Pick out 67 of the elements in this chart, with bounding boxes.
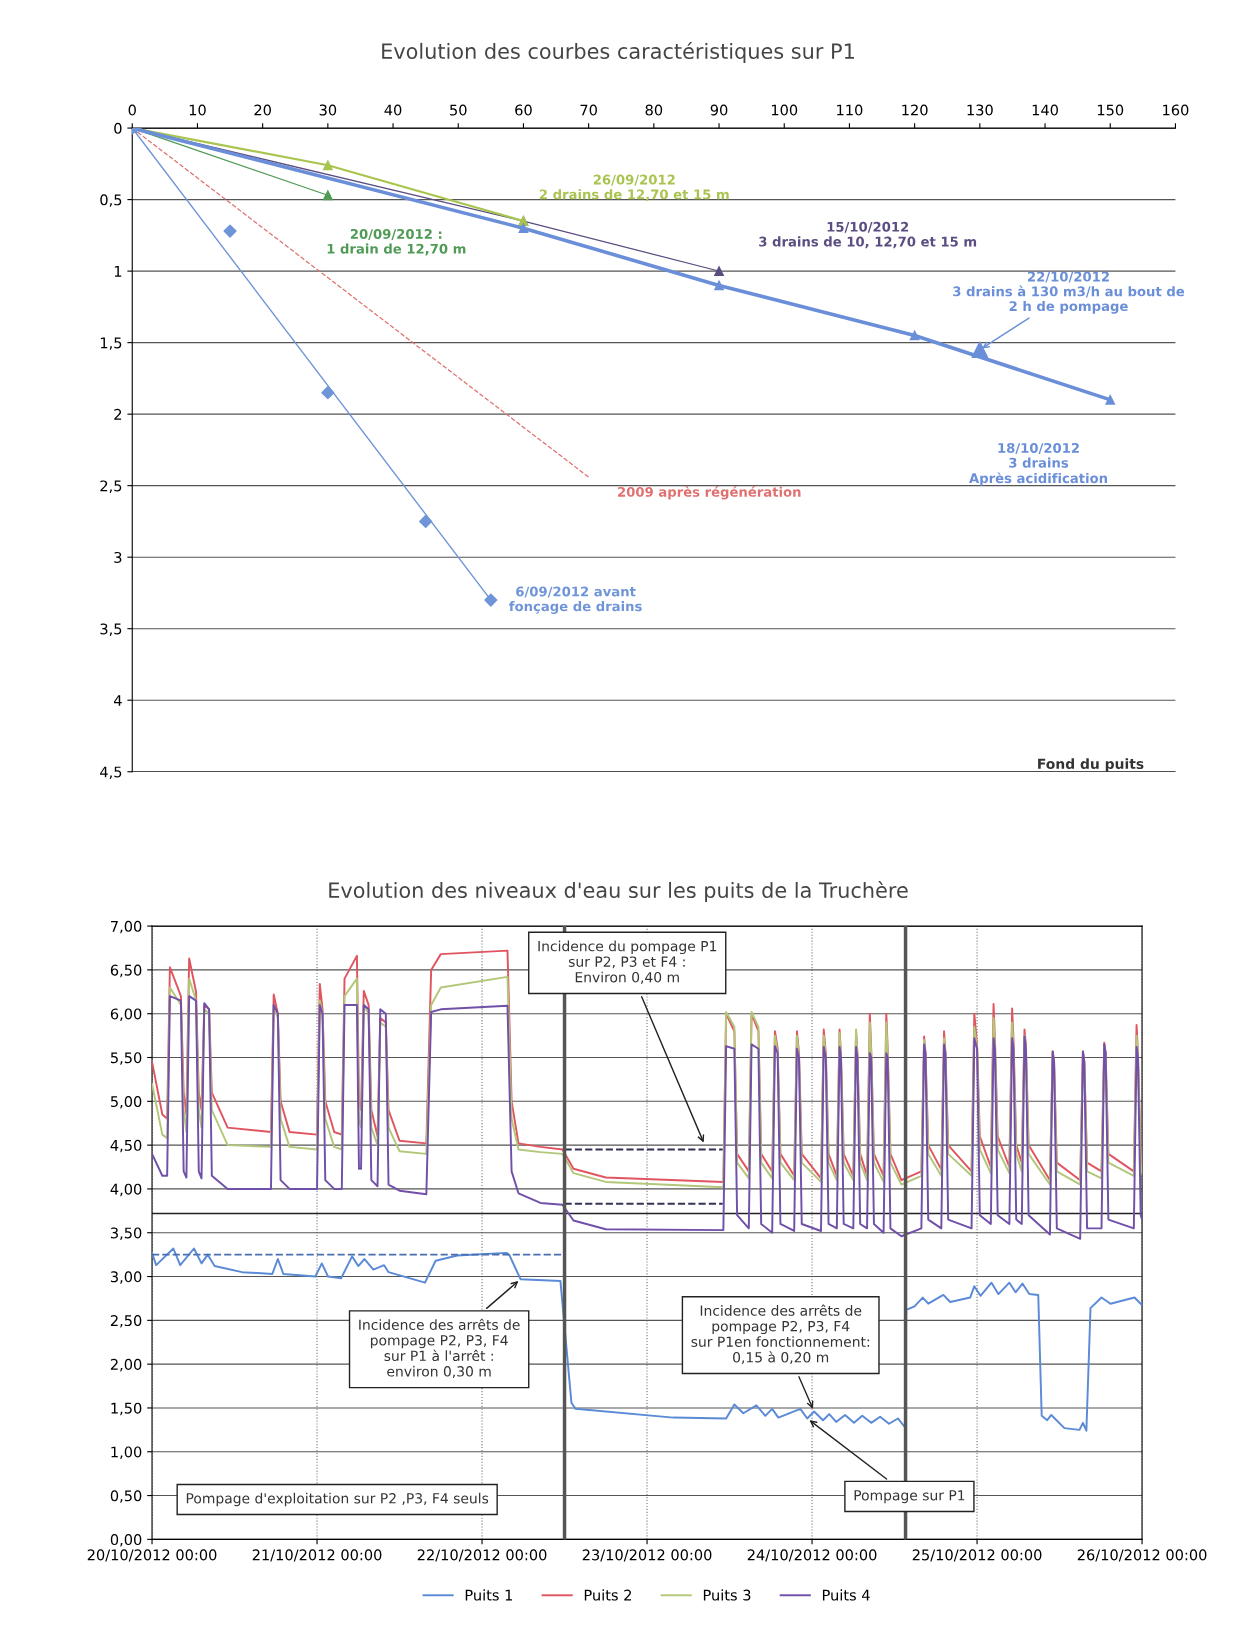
- y-tick-label: 3,5: [100, 623, 122, 636]
- x-tick-label: 10: [189, 104, 206, 116]
- x-tick-label: 50: [450, 104, 467, 116]
- annotation: Pompage sur P1: [854, 1490, 965, 1504]
- y-tick-label: 5,00: [110, 1096, 142, 1109]
- y-tick-label: 3,50: [110, 1227, 142, 1240]
- x-tick-label: 110: [837, 104, 863, 116]
- x-tick-label: 26/10/2012 00:00: [1077, 1549, 1207, 1562]
- legend-label: Puits 2: [584, 1589, 632, 1601]
- y-tick-label: 5,50: [110, 1052, 142, 1065]
- x-tick-label: 24/10/2012 00:00: [747, 1549, 877, 1562]
- y-tick-label: 2,00: [110, 1358, 142, 1372]
- series-label: 6/09/2012 avant fonçage de drains: [509, 586, 642, 614]
- y-tick-label: 3,00: [110, 1271, 142, 1284]
- y-tick-label: 4,5: [100, 766, 122, 779]
- legend-label: Puits 1: [465, 1589, 513, 1601]
- y-tick-label: 4,00: [110, 1183, 142, 1197]
- x-tick-label: 22/10/2012 00:00: [417, 1549, 547, 1562]
- y-tick-label: 1,50: [111, 1402, 142, 1416]
- x-tick-label: 80: [645, 104, 663, 116]
- y-tick-label: 1: [114, 266, 122, 277]
- annotation: Incidence du pompage P1 sur P2, P3 et F4 : Environ 0,40 m: [538, 940, 717, 984]
- legend-label: Puits 3: [703, 1589, 751, 1601]
- chart-title: Evolution des niveaux d'eau sur les puits de la Truchère: [329, 881, 908, 903]
- y-tick-label: 6,50: [110, 964, 142, 978]
- x-tick-label: 23/10/2012 00:00: [582, 1549, 712, 1562]
- x-tick-label: 160: [1163, 104, 1189, 116]
- annotation: Incidence des arrêts de pompage P2, P3, F4 sur P1 à l'arrêt : environ 0,30 m: [359, 1318, 520, 1379]
- x-tick-label: 21/10/2012 00:00: [252, 1549, 382, 1562]
- x-tick-label: 70: [580, 104, 597, 116]
- y-tick-label: 2,5: [100, 480, 122, 493]
- x-tick-label: 40: [384, 104, 402, 116]
- y-tick-label: 2: [114, 408, 122, 420]
- x-tick-label: 150: [1097, 104, 1124, 116]
- y-tick-label: 0,50: [110, 1490, 142, 1503]
- y-tick-label: 1,5: [100, 337, 122, 350]
- text: 2009 après régénération: [618, 486, 801, 500]
- x-tick-label: 120: [902, 104, 928, 116]
- x-tick-label: 100: [771, 104, 798, 116]
- y-tick-label: 7,00: [111, 920, 142, 934]
- x-tick-label: 90: [710, 104, 728, 116]
- ref-line-label: Fond du puits: [1038, 758, 1144, 772]
- y-tick-label: 0,00: [110, 1534, 142, 1547]
- x-tick-label: 130: [967, 104, 993, 116]
- series-label: 26/09/2012 2 drains de 12,70 et 15 m: [539, 174, 729, 202]
- x-tick-label: 20/10/2012 00:00: [87, 1549, 217, 1562]
- x-tick-label: 60: [515, 104, 532, 116]
- legend-label: Puits 4: [822, 1589, 870, 1601]
- y-tick-label: 1,00: [111, 1446, 142, 1459]
- x-tick-label: 140: [1032, 104, 1058, 116]
- annotation: Incidence des arrêts de pompage P2, P3, F4 sur P1en fonctionnement: 0,15 à 0,20 m: [691, 1304, 870, 1364]
- annotation: Pompage d'exploitation sur P2 ,P3, F4 seuls: [186, 1492, 489, 1507]
- y-tick-label: 4,50: [110, 1139, 142, 1153]
- x-tick-label: 25/10/2012 00:00: [912, 1549, 1042, 1562]
- text: 22/10/2012 3 drains à 130 m3/h au bout de 2 h de pompage: [953, 271, 1185, 314]
- y-tick-label: 4: [113, 695, 122, 706]
- x-tick-label: 30: [319, 104, 337, 116]
- y-tick-label: 3: [114, 551, 122, 563]
- text: 18/10/2012 3 drains Après acidification: [969, 442, 1108, 486]
- text: 15/10/2012 3 drains de 10, 12,70 et 15 m: [759, 221, 977, 249]
- text: 20/09/2012 : 1 drain de 12,70 m: [327, 228, 466, 256]
- y-tick-label: 2,50: [110, 1315, 142, 1328]
- chart-title: Evolution des courbes caractéristiques sur P1: [382, 42, 854, 64]
- y-tick-label: 6,00: [110, 1008, 142, 1021]
- x-tick-label: 20: [254, 104, 271, 116]
- y-tick-label: 0,5: [100, 194, 122, 207]
- y-tick-label: 0: [114, 122, 122, 134]
